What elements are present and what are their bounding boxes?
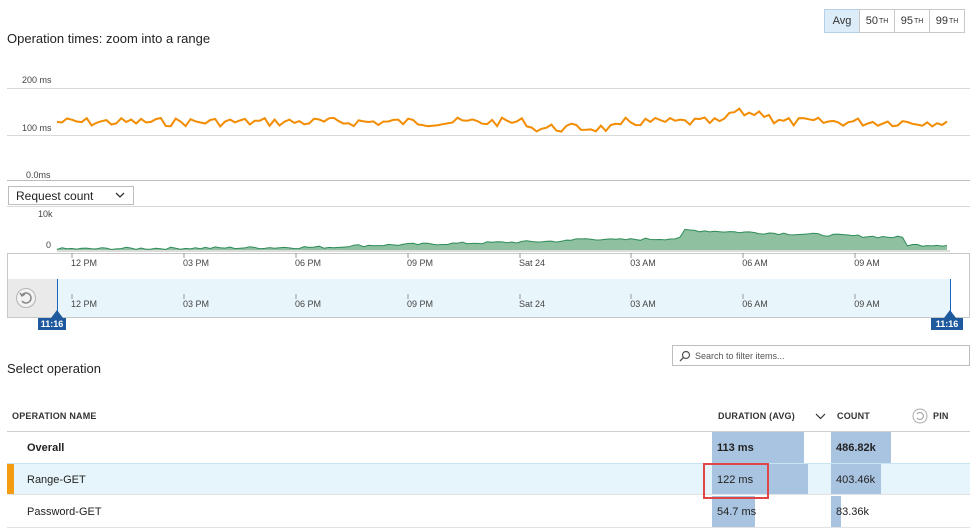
- chart-title: Operation times: zoom into a range: [7, 31, 211, 46]
- selected-row-marker: [7, 464, 14, 494]
- range-tick-label: 12 PM: [70, 299, 98, 309]
- range-tick-label: Sat 24: [518, 299, 546, 309]
- count-bar: [831, 464, 881, 494]
- count-bar: [831, 432, 891, 463]
- gridline-200: [7, 88, 970, 89]
- time-tick-label: 06 AM: [742, 258, 768, 268]
- operation-name: Overall: [27, 442, 65, 454]
- select-operation-title: Select operation: [7, 361, 101, 376]
- percentile-toggle: Avg 50 TH 95 TH 99 TH: [824, 9, 965, 33]
- range-tick-label: 03 PM: [182, 299, 210, 309]
- pin-icon[interactable]: [912, 408, 928, 424]
- gridline-100: [7, 135, 970, 136]
- baseline-duration: [7, 180, 970, 181]
- search-placeholder: Search to filter items...: [695, 350, 785, 361]
- avg-label: Avg: [832, 15, 852, 27]
- range-tick-label: 06 AM: [742, 299, 768, 309]
- p50-sup: TH: [878, 17, 889, 25]
- operation-name: Range-GET: [27, 474, 86, 486]
- y-label-0: 0.0ms: [26, 170, 51, 180]
- sort-chevron-icon[interactable]: [815, 411, 826, 421]
- p95-button[interactable]: 95 TH: [894, 9, 930, 33]
- duration-bar: [712, 432, 805, 463]
- p99-label: 99: [935, 15, 948, 27]
- range-end-line: [950, 279, 951, 318]
- duration-value: 113 ms: [717, 442, 754, 454]
- range-start-caret: [51, 310, 63, 318]
- range-end-caret: [944, 310, 956, 318]
- highlight-box: [703, 463, 769, 499]
- header-operation-name[interactable]: OPERATION NAME: [12, 411, 97, 421]
- duration-series-line: [56, 107, 948, 133]
- p95-label: 95: [900, 15, 913, 27]
- range-start-line: [57, 279, 58, 318]
- y-label-200: 200 ms: [22, 75, 52, 85]
- p99-sup: TH: [948, 17, 959, 25]
- time-tick-label: 06 PM: [294, 258, 322, 268]
- count-bar: [831, 496, 842, 527]
- table-row[interactable]: Overall 113 ms 486.82k: [7, 432, 970, 464]
- filter-search[interactable]: Search to filter items...: [672, 345, 970, 366]
- undo-icon: [19, 292, 32, 304]
- count-value: 83.36k: [836, 506, 870, 518]
- count-value: 486.82k: [836, 442, 876, 454]
- metric-dropdown[interactable]: Request count: [8, 186, 134, 205]
- duration-value: 54.7 ms: [717, 506, 757, 518]
- count-label-0: 0: [46, 240, 52, 250]
- range-tick-label: 09 AM: [854, 299, 880, 309]
- header-divider: [7, 431, 970, 432]
- metric-dropdown-label: Request count: [16, 188, 94, 203]
- reset-zoom-button[interactable]: [16, 288, 36, 308]
- range-tick-label: 09 PM: [406, 299, 434, 309]
- chevron-down-icon: [115, 192, 125, 198]
- range-tick-label: 06 PM: [294, 299, 322, 309]
- p99-button[interactable]: 99 TH: [929, 9, 965, 33]
- duration-bar: [712, 464, 808, 494]
- range-selector[interactable]: [7, 253, 970, 318]
- tick-marks: [71, 253, 856, 299]
- time-tick-label: 09 PM: [406, 258, 434, 268]
- range-start-handle[interactable]: 11:16: [38, 318, 66, 330]
- header-count[interactable]: COUNT: [837, 411, 870, 421]
- time-tick-label: 03 PM: [182, 258, 210, 268]
- operation-name: Password-GET: [27, 506, 102, 518]
- p50-button[interactable]: 50 TH: [859, 9, 895, 33]
- time-tick-label: 09 AM: [854, 258, 880, 268]
- table-row[interactable]: Password-GET 54.7 ms 83.36k: [7, 496, 970, 528]
- header-pin[interactable]: PIN: [933, 411, 949, 421]
- table-row-selected[interactable]: Range-GET 122 ms 403.46k: [7, 463, 970, 495]
- range-end-handle[interactable]: 11:16: [931, 318, 963, 330]
- duration-value: 122 ms: [717, 474, 754, 486]
- y-label-100: 100 ms: [22, 123, 52, 133]
- time-tick-label: 03 AM: [630, 258, 656, 268]
- duration-bar: [712, 496, 756, 527]
- count-series-area: [57, 229, 947, 250]
- search-icon: [679, 350, 691, 362]
- time-tick-label: Sat 24: [518, 258, 546, 268]
- avg-button[interactable]: Avg: [824, 9, 860, 33]
- header-duration[interactable]: DURATION (AVG): [718, 411, 795, 421]
- p50-label: 50: [865, 15, 878, 27]
- gridline-count: [7, 206, 970, 207]
- range-tick-label: 03 AM: [630, 299, 656, 309]
- p95-sup: TH: [913, 17, 924, 25]
- count-value: 403.46k: [836, 474, 876, 486]
- count-series-line: [56, 228, 948, 251]
- selected-range[interactable]: [57, 279, 950, 317]
- time-tick-label: 12 PM: [70, 258, 98, 268]
- count-label-10k: 10k: [38, 209, 53, 219]
